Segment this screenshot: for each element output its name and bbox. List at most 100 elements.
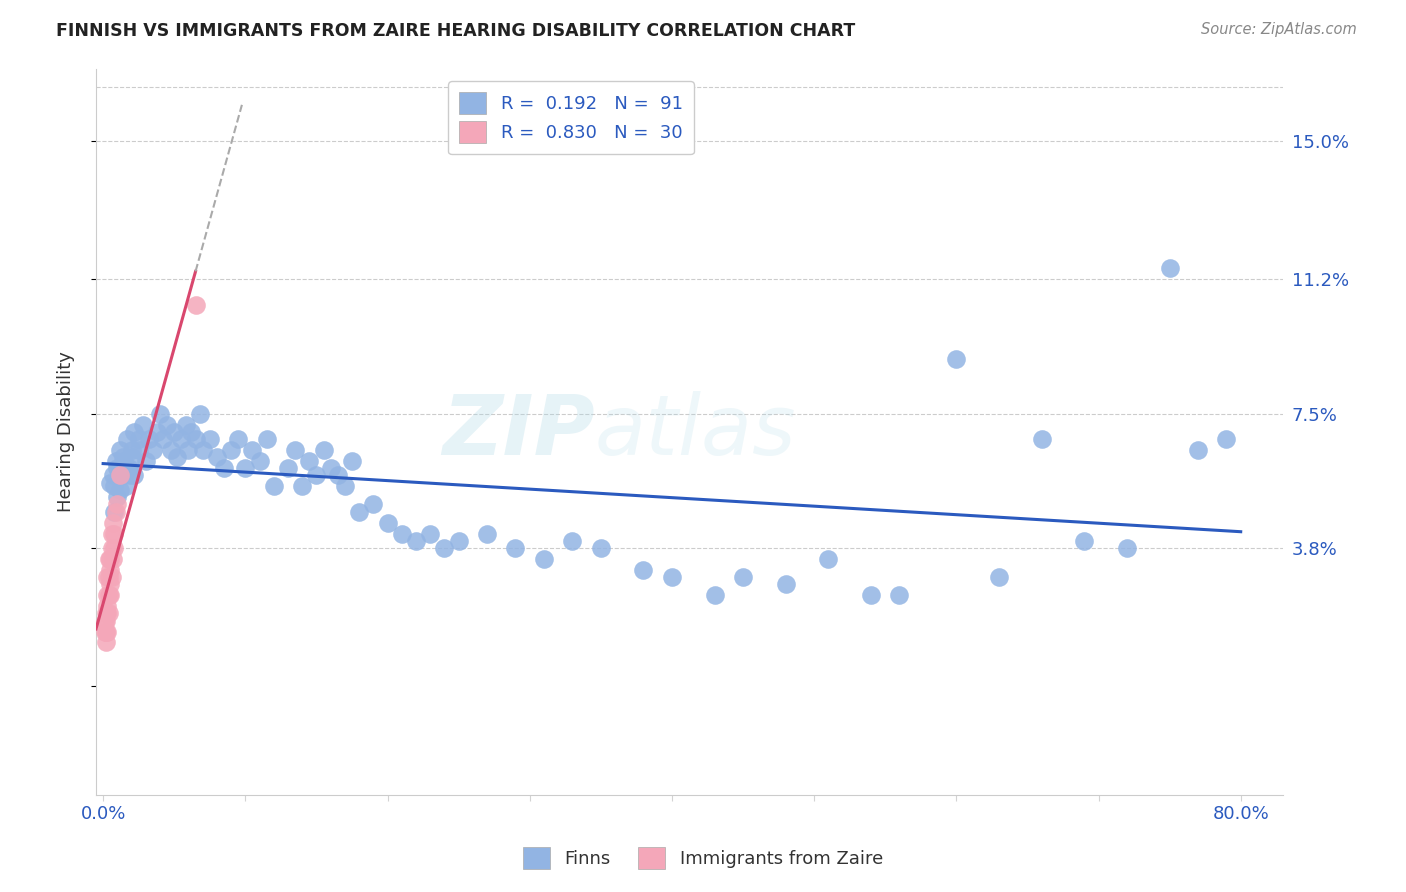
Point bbox=[305, 468, 328, 483]
Point bbox=[138, 432, 160, 446]
Point bbox=[447, 533, 470, 548]
Point bbox=[96, 588, 118, 602]
Point bbox=[363, 498, 385, 512]
Point bbox=[97, 588, 120, 602]
Point bbox=[156, 417, 179, 432]
Point bbox=[100, 526, 122, 541]
Point bbox=[233, 461, 256, 475]
Point bbox=[256, 432, 278, 446]
Point bbox=[121, 450, 143, 465]
Point bbox=[326, 468, 349, 483]
Point bbox=[191, 442, 214, 457]
Point bbox=[703, 588, 725, 602]
Point bbox=[96, 624, 118, 639]
Point bbox=[128, 442, 150, 457]
Point bbox=[219, 442, 242, 457]
Point bbox=[108, 442, 131, 457]
Point bbox=[124, 425, 146, 439]
Point bbox=[128, 432, 150, 446]
Point bbox=[1073, 533, 1095, 548]
Point bbox=[226, 432, 249, 446]
Point bbox=[114, 468, 136, 483]
Legend: R =  0.192   N =  91, R =  0.830   N =  30: R = 0.192 N = 91, R = 0.830 N = 30 bbox=[449, 81, 693, 154]
Point bbox=[98, 588, 121, 602]
Text: atlas: atlas bbox=[595, 392, 796, 472]
Point bbox=[661, 570, 683, 584]
Point bbox=[184, 298, 207, 312]
Point bbox=[112, 450, 135, 465]
Point bbox=[1116, 541, 1139, 555]
Point bbox=[319, 461, 342, 475]
Text: ZIP: ZIP bbox=[441, 392, 595, 472]
Point bbox=[132, 417, 155, 432]
Point bbox=[263, 479, 285, 493]
Point bbox=[110, 461, 132, 475]
Point bbox=[198, 432, 221, 446]
Point bbox=[419, 526, 441, 541]
Point bbox=[118, 461, 141, 475]
Point bbox=[93, 614, 115, 628]
Point bbox=[108, 468, 131, 483]
Y-axis label: Hearing Disability: Hearing Disability bbox=[58, 351, 75, 512]
Point bbox=[101, 516, 124, 530]
Point bbox=[97, 552, 120, 566]
Point bbox=[433, 541, 456, 555]
Point bbox=[333, 479, 356, 493]
Point bbox=[94, 607, 117, 621]
Point bbox=[163, 425, 186, 439]
Point bbox=[347, 505, 370, 519]
Point bbox=[889, 588, 911, 602]
Point bbox=[859, 588, 882, 602]
Point bbox=[100, 541, 122, 555]
Point bbox=[152, 432, 174, 446]
Point bbox=[242, 442, 264, 457]
Point bbox=[277, 461, 299, 475]
Point bbox=[94, 635, 117, 649]
Point bbox=[561, 533, 583, 548]
Point bbox=[775, 577, 797, 591]
Point bbox=[284, 442, 307, 457]
Point bbox=[174, 417, 197, 432]
Point bbox=[96, 570, 118, 584]
Point bbox=[103, 541, 125, 555]
Point bbox=[475, 526, 498, 541]
Point bbox=[142, 442, 165, 457]
Point bbox=[377, 516, 399, 530]
Point bbox=[94, 624, 117, 639]
Point bbox=[96, 599, 118, 614]
Point bbox=[212, 461, 235, 475]
Point bbox=[533, 552, 555, 566]
Point bbox=[1031, 432, 1053, 446]
Text: FINNISH VS IMMIGRANTS FROM ZAIRE HEARING DISABILITY CORRELATION CHART: FINNISH VS IMMIGRANTS FROM ZAIRE HEARING… bbox=[56, 22, 855, 40]
Point bbox=[160, 442, 183, 457]
Point bbox=[146, 425, 169, 439]
Point bbox=[105, 490, 128, 504]
Point bbox=[166, 450, 188, 465]
Point bbox=[104, 505, 127, 519]
Point bbox=[98, 577, 121, 591]
Point bbox=[105, 498, 128, 512]
Point bbox=[108, 483, 131, 497]
Point bbox=[405, 533, 427, 548]
Legend: Finns, Immigrants from Zaire: Finns, Immigrants from Zaire bbox=[516, 839, 890, 876]
Point bbox=[149, 407, 172, 421]
Point bbox=[391, 526, 413, 541]
Point bbox=[103, 479, 125, 493]
Point bbox=[188, 407, 211, 421]
Point bbox=[124, 468, 146, 483]
Point bbox=[1159, 261, 1181, 276]
Point bbox=[107, 468, 129, 483]
Point bbox=[945, 352, 967, 367]
Point bbox=[103, 526, 125, 541]
Point bbox=[103, 505, 125, 519]
Point bbox=[93, 624, 115, 639]
Point bbox=[1187, 442, 1209, 457]
Point bbox=[135, 454, 157, 468]
Point bbox=[100, 570, 122, 584]
Point bbox=[205, 450, 228, 465]
Point bbox=[96, 607, 118, 621]
Point bbox=[298, 454, 321, 468]
Point bbox=[505, 541, 527, 555]
Point bbox=[249, 454, 271, 468]
Point bbox=[589, 541, 612, 555]
